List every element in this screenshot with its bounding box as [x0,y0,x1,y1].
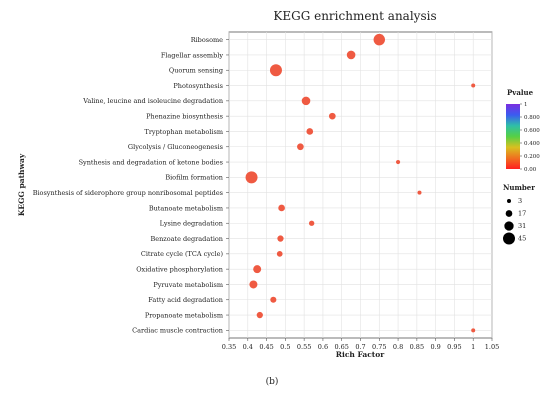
x-tick-label: 0.55 [297,343,311,351]
y-category-label: Biosynthesis of siderophore group nonrib… [33,189,223,197]
x-tick-label: 0.45 [259,343,273,351]
y-category-label: Synthesis and degradation of ketone bodi… [79,158,223,166]
y-axis-label: KEGG pathway [17,153,26,216]
pvalue-tick-label: 0.00 [524,167,537,173]
y-category-label: Phenazine biosynthesis [146,112,223,120]
data-point [417,190,422,195]
data-point [270,296,277,303]
x-tick-label: 0.4 [243,343,253,351]
y-category-label: Photosynthesis [173,82,223,90]
y-category-label: Glycolysis / Gluconeogenesis [128,143,223,151]
y-category-label: Quorum sensing [169,67,223,75]
x-tick-label: 0.85 [410,343,424,351]
x-tick-label: 0.7 [355,343,365,351]
data-point [395,159,401,165]
y-category-label: Fatty acid degradation [148,296,223,304]
data-point [278,204,285,212]
number-legend-label: 45 [518,235,526,243]
data-point [253,265,262,274]
number-legend-circle [504,221,514,231]
y-category-label: Lysine degradation [160,220,223,228]
pvalue-tick-label: 0.600 [524,128,540,134]
pvalue-tick-label: 0.800 [524,115,540,121]
x-tick-label: 0.9 [430,343,440,351]
x-tick-label: 0.8 [393,343,403,351]
number-legend-circle [507,199,511,203]
y-category-label: Biofilm formation [165,174,223,182]
x-tick-label: 0.35 [222,343,236,351]
y-category-label: Citrate cycle (TCA cycle) [141,250,224,258]
data-point [276,250,283,257]
number-legend-circle [505,210,513,217]
x-tick-labels: 0.35 0.4 0.45 0.5 0.55 0.6 0.65 0.7 0.75 0.8 0.85 0… [222,343,499,351]
number-legend-label: 17 [518,210,526,218]
y-category-label: Ribosome [191,36,223,44]
x-tick-label: 1.05 [485,343,499,351]
y-category-label: Butanoate metabolism [149,204,223,212]
y-category-label: Cardiac muscle contraction [132,327,223,335]
data-point [297,143,304,151]
data-point [471,328,476,333]
number-legend-circle [503,232,515,245]
y-category-labels: Ribosome Flagellar assembly Quorum sensing… [33,36,224,335]
pvalue-legend-title: Pvalue [507,88,534,97]
y-category-label: Oxidative phosphorylation [136,265,223,273]
y-category-label: Pyruvate metabolism [153,281,223,289]
chart-title: KEGG enrichment analysis [273,9,436,23]
x-axis-label: Rich Factor [336,350,386,359]
x-tick-label: 0.65 [334,343,348,351]
pvalue-tick-label: 0.400 [524,141,540,147]
y-category-label: Flagellar assembly [161,51,223,59]
data-point [269,64,282,77]
x-tick-label: 0.75 [372,343,386,351]
data-point [373,33,385,46]
y-category-label: Tryptophan metabolism [144,128,223,136]
data-point [471,83,476,88]
grid-lines [226,32,493,341]
data-point [277,235,284,242]
data-point [245,171,258,184]
x-tick-label: 0.6 [318,343,328,351]
x-tick-label: 0.95 [447,343,461,351]
data-point [256,311,263,319]
pvalue-tick-label: 1 [524,102,528,108]
pvalue-legend-ticks: 1 0.800 0.600 0.400 0.200 0.00 [520,102,540,173]
y-category-label: Benzoate degradation [150,235,223,243]
x-tick-label: 1 [471,343,475,351]
number-legend-title: Number [503,183,535,192]
x-tick-label: 0.5 [280,343,290,351]
pvalue-tick-label: 0.200 [524,154,540,160]
data-points [245,33,476,333]
y-category-label: Propanoate metabolism [145,311,223,319]
data-point [301,96,311,106]
pvalue-colorbar [506,104,520,169]
data-point [249,280,258,289]
data-point [328,112,336,120]
data-point [306,128,314,135]
number-legend-items: 3 17 31 45 [503,197,526,245]
data-point [308,220,315,226]
data-point [346,50,356,60]
number-legend-label: 3 [518,197,522,205]
number-legend-label: 31 [518,222,526,230]
y-category-label: Valine, leucine and isoleucine degradati… [82,97,223,105]
figure-caption: (b) [266,376,279,387]
